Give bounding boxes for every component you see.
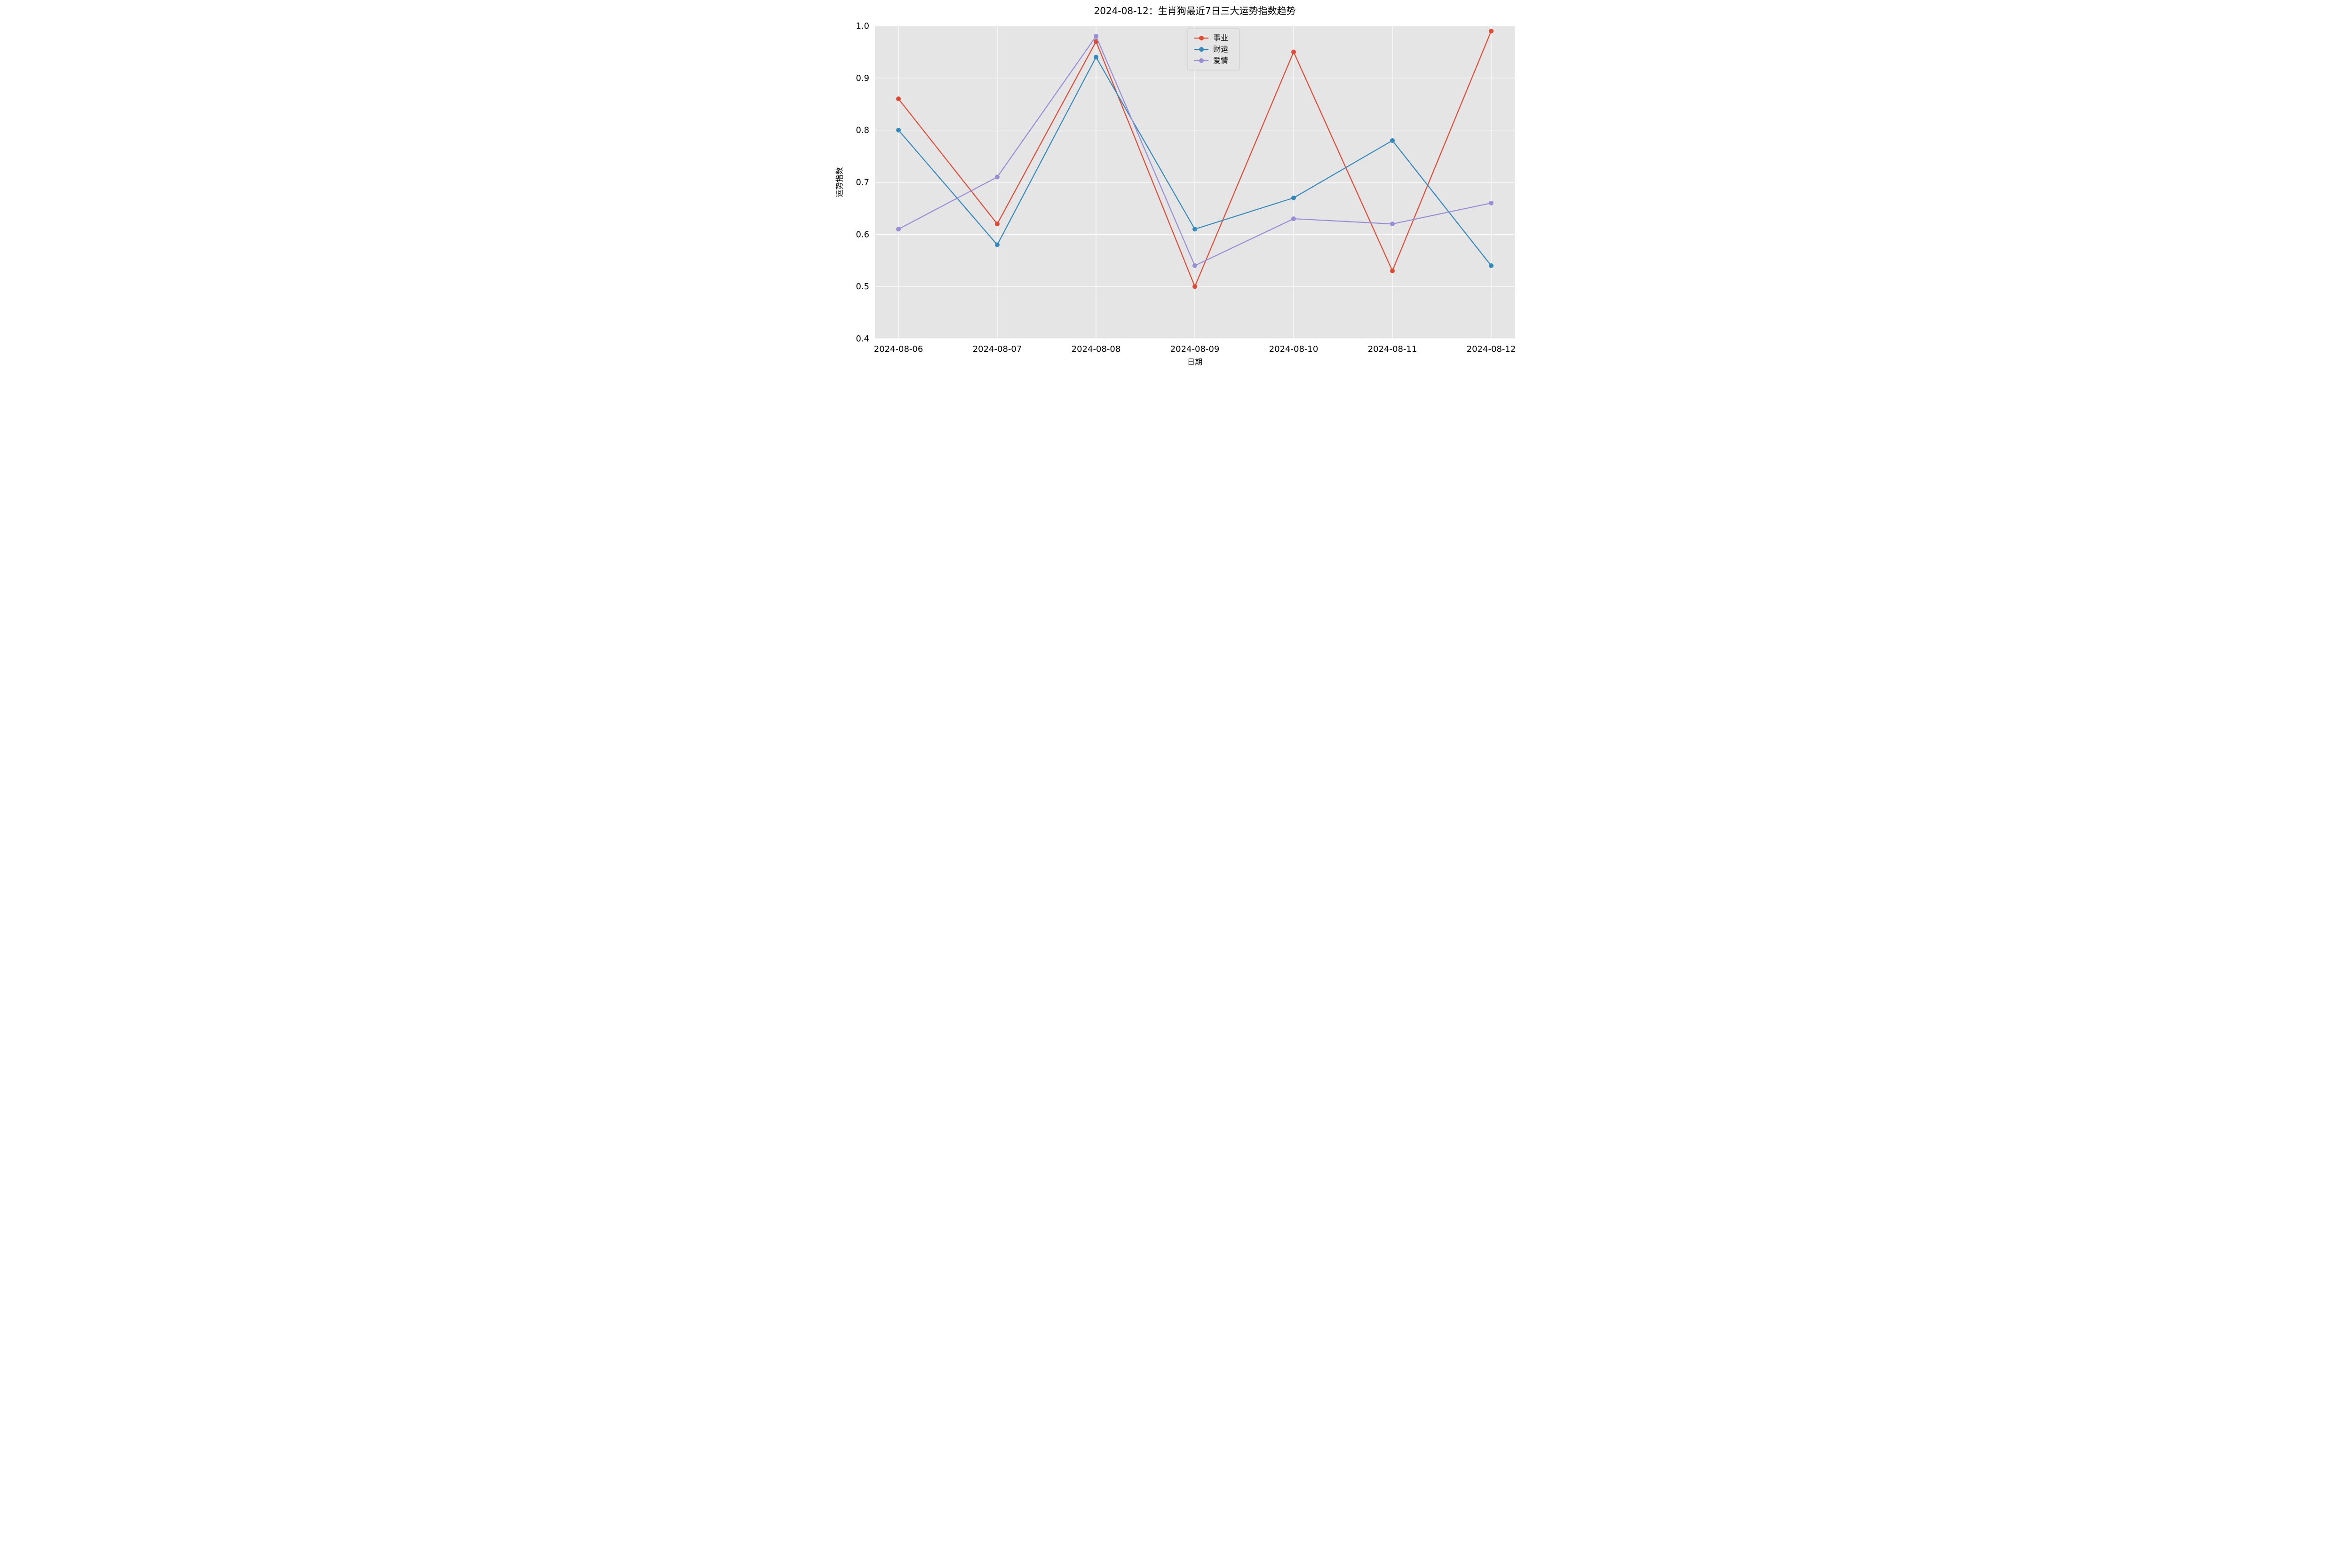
series-marker: [896, 96, 901, 101]
series-marker: [1291, 216, 1296, 221]
chart-title: 2024-08-12：生肖狗最近7日三大运势指数趋势: [1094, 5, 1296, 16]
legend: 事业财运爱情: [1188, 29, 1240, 70]
x-tick-label: 2024-08-06: [874, 344, 923, 354]
x-tick-label: 2024-08-11: [1368, 344, 1417, 354]
series-marker: [896, 227, 901, 231]
y-tick-label: 0.7: [856, 178, 869, 188]
series-marker: [1489, 29, 1494, 33]
y-tick-label: 0.5: [856, 282, 869, 292]
series-marker: [1390, 138, 1395, 143]
y-axis-label: 运势指数: [835, 167, 844, 197]
series-marker: [995, 222, 1000, 226]
series-marker: [1489, 201, 1494, 206]
legend-sample-marker: [1199, 36, 1204, 40]
y-tick-label: 0.8: [856, 126, 869, 135]
series-marker: [1390, 222, 1395, 226]
legend-label: 爱情: [1213, 56, 1228, 65]
series-marker: [1094, 55, 1098, 60]
x-tick-label: 2024-08-12: [1467, 344, 1516, 354]
series-marker: [1489, 263, 1494, 268]
series-marker: [995, 243, 1000, 247]
series-marker: [1291, 49, 1296, 54]
x-tick-label: 2024-08-10: [1269, 344, 1319, 354]
series-marker: [1192, 227, 1197, 231]
y-tick-label: 1.0: [856, 21, 869, 31]
x-axis-label: 日期: [1187, 357, 1202, 366]
legend-label: 事业: [1213, 33, 1228, 42]
line-chart: 0.4 0.5 0.6 0.7 0.8 0.9 1.0 2024-08-06 2024-08-0…: [823, 0, 1529, 380]
legend-sample-marker: [1199, 47, 1204, 52]
legend-label: 财运: [1213, 45, 1228, 54]
x-tick-label: 2024-08-09: [1170, 344, 1220, 354]
series-marker: [1390, 269, 1395, 273]
series-marker: [995, 174, 1000, 179]
y-tick-label: 0.4: [856, 334, 869, 344]
x-tick-label: 2024-08-08: [1072, 344, 1121, 354]
y-tick-label: 0.9: [856, 73, 869, 83]
series-marker: [1192, 263, 1197, 268]
x-tick-label: 2024-08-07: [973, 344, 1022, 354]
series-marker: [1094, 34, 1098, 39]
series-marker: [1291, 196, 1296, 200]
series-marker: [896, 128, 901, 133]
chart-container: 0.4 0.5 0.6 0.7 0.8 0.9 1.0 2024-08-06 2024-08-0…: [823, 0, 1529, 380]
legend-sample-marker: [1199, 58, 1204, 63]
series-marker: [1192, 284, 1197, 289]
y-tick-label: 0.6: [856, 230, 869, 239]
